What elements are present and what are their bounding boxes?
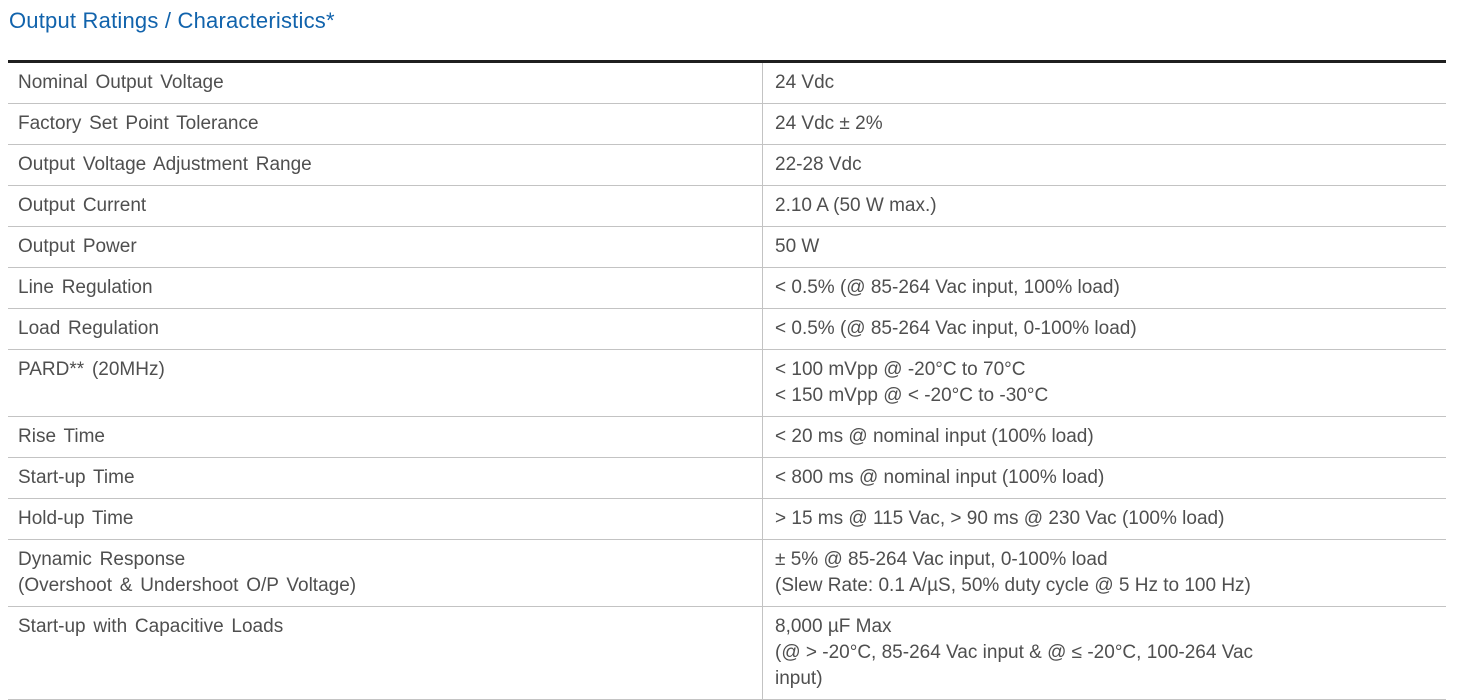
- output-ratings-table: Nominal Output Voltage 24 Vdc Factory Se…: [8, 60, 1446, 700]
- param-name: Nominal Output Voltage: [18, 72, 224, 93]
- param-value: < 100 mVpp @ -20°C to 70°C < 150 mVpp @ …: [762, 350, 1446, 416]
- page-title: Output Ratings / Characteristics*: [9, 8, 335, 33]
- param-value: 22-28 Vdc: [762, 145, 1446, 185]
- param-value: 2.10 A (50 W max.): [762, 186, 1446, 226]
- param-value: ± 5% @ 85-264 Vac input, 0-100% load (Sl…: [762, 540, 1446, 606]
- param-value: 24 Vdc ± 2%: [762, 104, 1446, 144]
- param-value: 50 W: [762, 227, 1446, 267]
- param-value: < 0.5% (@ 85-264 Vac input, 0-100% load): [762, 309, 1446, 349]
- table-row: Output Voltage Adjustment Range 22-28 Vd…: [8, 145, 1446, 186]
- param-value: < 0.5% (@ 85-264 Vac input, 100% load): [762, 268, 1446, 308]
- param-name: Start-up with Capacitive Loads: [18, 616, 284, 637]
- param-name: Factory Set Point Tolerance: [18, 113, 259, 134]
- table-row: Output Current 2.10 A (50 W max.): [8, 186, 1446, 227]
- param-name: Output Current: [18, 195, 147, 216]
- param-value: 8,000 µF Max (@ > -20°C, 85-264 Vac inpu…: [762, 607, 1446, 699]
- param-value: > 15 ms @ 115 Vac, > 90 ms @ 230 Vac (10…: [762, 499, 1446, 539]
- table-row: Load Regulation < 0.5% (@ 85-264 Vac inp…: [8, 309, 1446, 350]
- param-name: Output Voltage Adjustment Range: [18, 154, 312, 175]
- param-name: Start-up Time: [18, 467, 135, 488]
- param-name: Line Regulation: [18, 277, 153, 298]
- param-name: Load Regulation: [18, 318, 159, 339]
- table-row: Dynamic Response (Overshoot & Undershoot…: [8, 540, 1446, 607]
- table-row: Start-up with Capacitive Loads 8,000 µF …: [8, 607, 1446, 700]
- table-row: Line Regulation < 0.5% (@ 85-264 Vac inp…: [8, 268, 1446, 309]
- param-name: PARD** (20MHz): [18, 359, 165, 380]
- param-value: < 800 ms @ nominal input (100% load): [762, 458, 1446, 498]
- table-row: Nominal Output Voltage 24 Vdc: [8, 63, 1446, 104]
- param-name: Dynamic Response (Overshoot & Undershoot…: [18, 549, 357, 596]
- table-row: PARD** (20MHz) < 100 mVpp @ -20°C to 70°…: [8, 350, 1446, 417]
- param-name: Rise Time: [18, 426, 105, 447]
- table-row: Hold-up Time > 15 ms @ 115 Vac, > 90 ms …: [8, 499, 1446, 540]
- table-row: Rise Time < 20 ms @ nominal input (100% …: [8, 417, 1446, 458]
- param-name: Hold-up Time: [18, 508, 134, 529]
- param-value: < 20 ms @ nominal input (100% load): [762, 417, 1446, 457]
- param-value: 24 Vdc: [762, 63, 1446, 103]
- table-row: Output Power 50 W: [8, 227, 1446, 268]
- table-row: Start-up Time < 800 ms @ nominal input (…: [8, 458, 1446, 499]
- param-name: Output Power: [18, 236, 137, 257]
- table-row: Factory Set Point Tolerance 24 Vdc ± 2%: [8, 104, 1446, 145]
